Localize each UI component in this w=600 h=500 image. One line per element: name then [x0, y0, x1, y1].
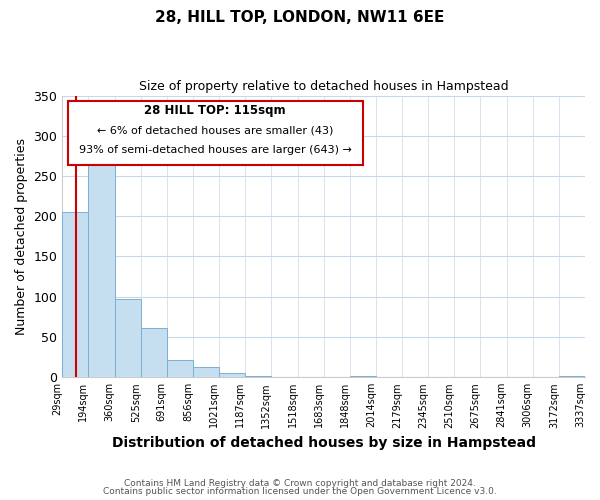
Bar: [193, 366, 219, 377]
Bar: [245, 376, 271, 377]
Bar: [350, 376, 376, 377]
Title: Size of property relative to detached houses in Hampstead: Size of property relative to detached ho…: [139, 80, 508, 93]
Bar: [140, 328, 167, 377]
Text: Contains HM Land Registry data © Crown copyright and database right 2024.: Contains HM Land Registry data © Crown c…: [124, 478, 476, 488]
Text: 28, HILL TOP, LONDON, NW11 6EE: 28, HILL TOP, LONDON, NW11 6EE: [155, 10, 445, 25]
X-axis label: Distribution of detached houses by size in Hampstead: Distribution of detached houses by size …: [112, 436, 536, 450]
Bar: [167, 360, 193, 377]
Y-axis label: Number of detached properties: Number of detached properties: [15, 138, 28, 335]
Text: Contains public sector information licensed under the Open Government Licence v3: Contains public sector information licen…: [103, 487, 497, 496]
Bar: [62, 212, 88, 377]
Text: 28 HILL TOP: 115sqm: 28 HILL TOP: 115sqm: [145, 104, 286, 117]
Bar: [88, 143, 115, 377]
Bar: [115, 299, 140, 377]
FancyBboxPatch shape: [68, 101, 363, 164]
Text: 93% of semi-detached houses are larger (643) →: 93% of semi-detached houses are larger (…: [79, 145, 352, 155]
Text: ← 6% of detached houses are smaller (43): ← 6% of detached houses are smaller (43): [97, 125, 334, 135]
Bar: [559, 376, 585, 377]
Bar: [219, 373, 245, 377]
